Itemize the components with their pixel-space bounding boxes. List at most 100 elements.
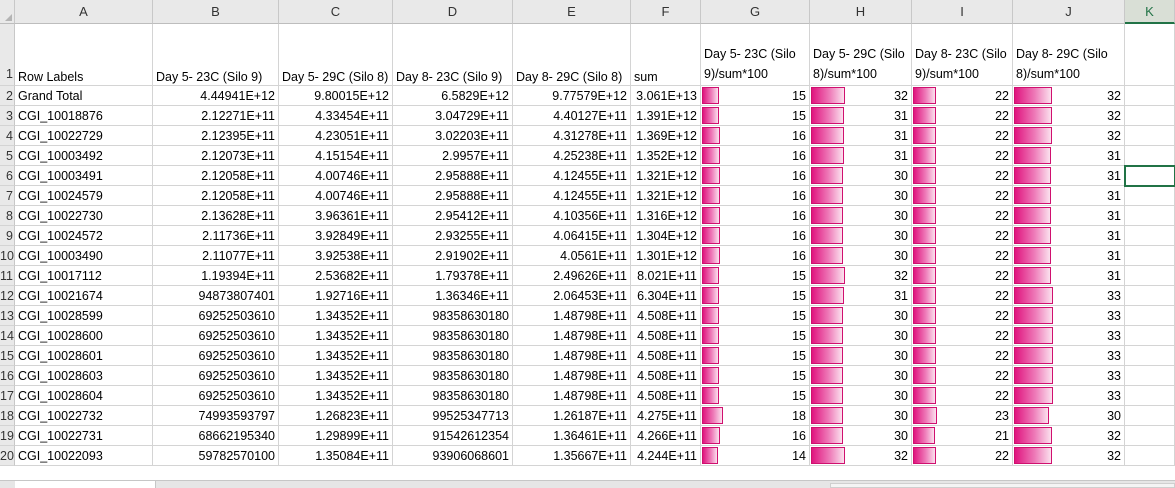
row-header[interactable]: 18 (0, 406, 15, 426)
cell-g[interactable]: 15 (701, 106, 810, 126)
header-cell-g[interactable]: Day 5- 23C (Silo 9)/sum*100 (701, 24, 810, 86)
row-header[interactable]: 10 (0, 246, 15, 266)
cell-i[interactable]: 22 (912, 306, 1013, 326)
cell-d[interactable]: 2.95888E+11 (393, 186, 513, 206)
cell-e[interactable]: 4.10356E+11 (513, 206, 631, 226)
cell-a[interactable]: CGI_10028600 (15, 326, 153, 346)
cell-j[interactable]: 32 (1013, 126, 1125, 146)
cell-d[interactable]: 2.95412E+11 (393, 206, 513, 226)
cell-j[interactable]: 32 (1013, 446, 1125, 466)
cell-g[interactable]: 16 (701, 226, 810, 246)
cell-g[interactable]: 16 (701, 186, 810, 206)
header-cell-d[interactable]: Day 8- 23C (Silo 9) (393, 24, 513, 86)
cell-k[interactable] (1125, 186, 1175, 206)
cell-k[interactable] (1125, 106, 1175, 126)
cell-h[interactable]: 30 (810, 366, 912, 386)
cell-g[interactable]: 16 (701, 206, 810, 226)
header-cell-f[interactable]: sum (631, 24, 701, 86)
cell-b[interactable]: 2.12395E+11 (153, 126, 279, 146)
cell-a[interactable]: CGI_10017112 (15, 266, 153, 286)
cell-g[interactable]: 16 (701, 166, 810, 186)
cell-g[interactable]: 15 (701, 386, 810, 406)
cell-k[interactable] (1125, 426, 1175, 446)
cell-f[interactable]: 6.304E+11 (631, 286, 701, 306)
cell-f[interactable]: 1.391E+12 (631, 106, 701, 126)
cell-i[interactable]: 22 (912, 326, 1013, 346)
cell-j[interactable]: 33 (1013, 386, 1125, 406)
cell-d[interactable]: 91542612354 (393, 426, 513, 446)
cell-i[interactable]: 22 (912, 266, 1013, 286)
cell-k[interactable] (1125, 326, 1175, 346)
column-header-h[interactable]: H (810, 0, 912, 24)
cell-h[interactable]: 30 (810, 246, 912, 266)
horizontal-scrollbar[interactable] (830, 483, 1175, 488)
cell-e[interactable]: 4.12455E+11 (513, 186, 631, 206)
cell-g[interactable]: 14 (701, 446, 810, 466)
cell-b[interactable]: 2.11077E+11 (153, 246, 279, 266)
cell-e[interactable]: 4.31278E+11 (513, 126, 631, 146)
cell-e[interactable]: 1.48798E+11 (513, 306, 631, 326)
row-header[interactable]: 12 (0, 286, 15, 306)
row-header[interactable]: 14 (0, 326, 15, 346)
cell-g[interactable]: 18 (701, 406, 810, 426)
cell-d[interactable]: 98358630180 (393, 366, 513, 386)
cell-h[interactable]: 30 (810, 306, 912, 326)
cell-b[interactable]: 2.12058E+11 (153, 186, 279, 206)
cell-e[interactable]: 4.40127E+11 (513, 106, 631, 126)
cell-e[interactable]: 2.49626E+11 (513, 266, 631, 286)
row-header[interactable]: 19 (0, 426, 15, 446)
cell-h[interactable]: 30 (810, 226, 912, 246)
cell-h[interactable]: 31 (810, 146, 912, 166)
cell-i[interactable]: 23 (912, 406, 1013, 426)
cell-i[interactable]: 22 (912, 366, 1013, 386)
cell-j[interactable]: 31 (1013, 166, 1125, 186)
cell-j[interactable]: 31 (1013, 206, 1125, 226)
cell-k[interactable] (1125, 206, 1175, 226)
cell-a[interactable]: Grand Total (15, 86, 153, 106)
cell-i[interactable]: 22 (912, 346, 1013, 366)
cell-e[interactable]: 9.77579E+12 (513, 86, 631, 106)
selected-cell-k6[interactable] (1124, 165, 1175, 187)
cell-f[interactable]: 1.321E+12 (631, 186, 701, 206)
cell-f[interactable]: 4.244E+11 (631, 446, 701, 466)
cell-j[interactable]: 31 (1013, 226, 1125, 246)
cell-e[interactable]: 1.48798E+11 (513, 346, 631, 366)
header-cell-k[interactable] (1125, 24, 1175, 86)
row-header[interactable]: 1 (0, 24, 15, 86)
cell-c[interactable]: 1.34352E+11 (279, 326, 393, 346)
cell-f[interactable]: 1.316E+12 (631, 206, 701, 226)
cell-h[interactable]: 30 (810, 346, 912, 366)
cell-a[interactable]: CGI_10003491 (15, 166, 153, 186)
select-all-corner[interactable] (0, 0, 15, 24)
cell-e[interactable]: 1.36461E+11 (513, 426, 631, 446)
cell-f[interactable]: 1.304E+12 (631, 226, 701, 246)
cell-j[interactable]: 31 (1013, 246, 1125, 266)
cell-k[interactable] (1125, 306, 1175, 326)
cell-e[interactable]: 4.0561E+11 (513, 246, 631, 266)
cell-a[interactable]: CGI_10028604 (15, 386, 153, 406)
cell-d[interactable]: 2.91902E+11 (393, 246, 513, 266)
cell-i[interactable]: 22 (912, 126, 1013, 146)
cell-k[interactable] (1125, 226, 1175, 246)
cell-h[interactable]: 30 (810, 166, 912, 186)
cell-f[interactable]: 1.369E+12 (631, 126, 701, 146)
cell-f[interactable]: 4.508E+11 (631, 346, 701, 366)
cell-e[interactable]: 2.06453E+11 (513, 286, 631, 306)
cell-c[interactable]: 1.92716E+11 (279, 286, 393, 306)
header-cell-j[interactable]: Day 8- 29C (Silo 8)/sum*100 (1013, 24, 1125, 86)
cell-b[interactable]: 74993593797 (153, 406, 279, 426)
cell-d[interactable]: 99525347713 (393, 406, 513, 426)
cell-h[interactable]: 31 (810, 106, 912, 126)
cell-b[interactable]: 69252503610 (153, 366, 279, 386)
cell-b[interactable]: 2.11736E+11 (153, 226, 279, 246)
cell-a[interactable]: CGI_10028601 (15, 346, 153, 366)
cell-b[interactable]: 69252503610 (153, 346, 279, 366)
cell-a[interactable]: CGI_10028599 (15, 306, 153, 326)
cell-j[interactable]: 32 (1013, 106, 1125, 126)
cell-k[interactable] (1125, 386, 1175, 406)
cell-a[interactable]: CGI_10003490 (15, 246, 153, 266)
cell-h[interactable]: 31 (810, 286, 912, 306)
cell-b[interactable]: 2.12058E+11 (153, 166, 279, 186)
cell-a[interactable]: CGI_10028603 (15, 366, 153, 386)
